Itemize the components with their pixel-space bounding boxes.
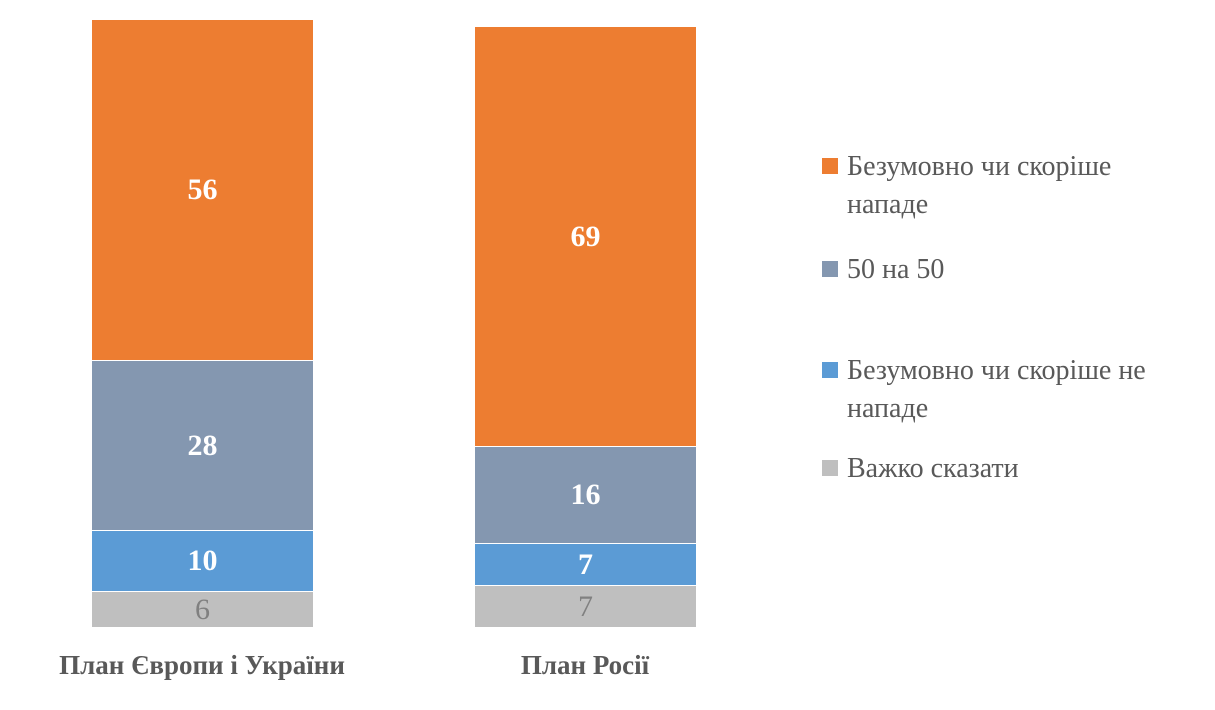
- value-label: 16: [570, 478, 601, 511]
- legend-swatch-icon: [822, 158, 838, 174]
- category-label-plan-russia: План Росії: [520, 650, 650, 680]
- segment-1-cat-0: 28: [92, 360, 313, 530]
- legend-swatch-icon: [822, 362, 838, 378]
- value-label: 69: [570, 219, 601, 253]
- legend-item-1: 50 на 50: [822, 251, 944, 289]
- segment-1-cat-1: 16: [475, 446, 696, 543]
- legend-item-0: Безумовно чи скоріше нападе: [822, 148, 1199, 224]
- value-label: 6: [195, 592, 210, 626]
- legend-label: Безумовно чи скоріше не нападе: [847, 355, 1146, 424]
- legend-label: Безумовно чи скоріше нападе: [847, 151, 1112, 220]
- value-label: 10: [187, 544, 218, 577]
- legend-swatch-icon: [822, 460, 838, 476]
- legend-label: 50 на 50: [847, 254, 945, 285]
- legend-item-3: Важко сказати: [822, 450, 1019, 488]
- segment-0-cat-0: 56: [92, 20, 313, 360]
- segment-0-cat-1: 69: [475, 27, 696, 446]
- value-label: 28: [187, 428, 218, 462]
- legend-item-2: Безумовно чи скоріше не нападе: [822, 352, 1199, 428]
- segment-2-cat-0: 10: [92, 530, 313, 591]
- value-label: 7: [578, 589, 593, 623]
- bar-plan-russia: 69 16 7 7: [475, 27, 696, 627]
- segment-3-cat-0: 6: [92, 591, 313, 627]
- segment-3-cat-1: 7: [475, 585, 696, 627]
- category-label-plan-europe-ukraine: План Європи і України: [59, 650, 345, 680]
- value-label: 56: [187, 173, 218, 206]
- value-label: 7: [578, 547, 593, 581]
- legend: Безумовно чи скоріше нападе 50 на 50 Безум…: [822, 0, 1200, 560]
- legend-label: Важко сказати: [847, 453, 1019, 484]
- bar-plan-europe-ukraine: 56 28 10 6: [92, 20, 313, 627]
- segment-2-cat-1: 7: [475, 543, 696, 585]
- legend-swatch-icon: [822, 261, 838, 277]
